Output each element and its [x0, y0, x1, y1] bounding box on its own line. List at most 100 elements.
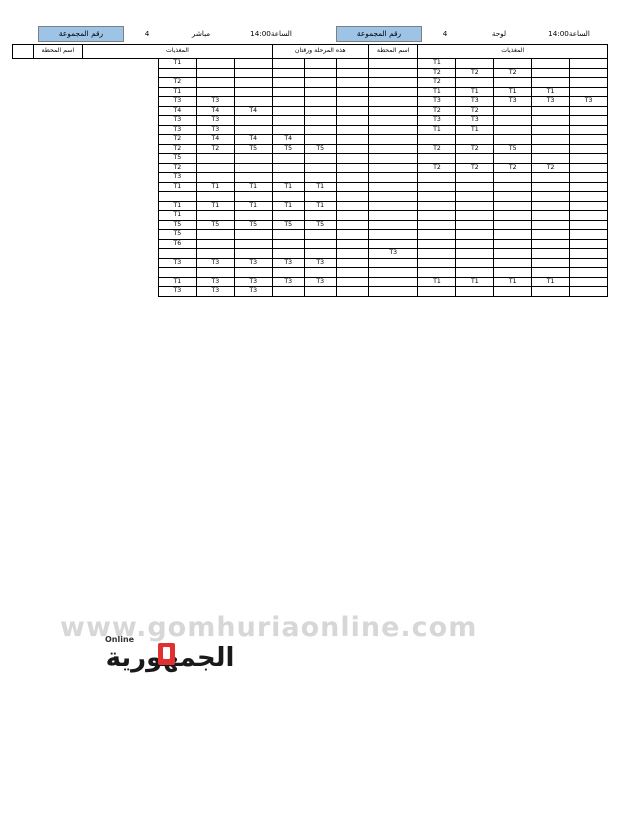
feeder-code-right: T1 — [303, 200, 337, 211]
feeder-code-right — [303, 238, 337, 249]
feeder-code-left — [493, 200, 533, 211]
feeder-code-right — [303, 134, 337, 145]
feeder-code-left — [531, 181, 571, 192]
feeder-code-left — [417, 153, 457, 164]
feeder-code-right — [233, 86, 273, 97]
feeder-code-right — [303, 96, 337, 107]
feeder-code-left: T1 — [531, 276, 571, 287]
feeder-code-right — [303, 162, 337, 173]
feeder-code-left — [455, 238, 495, 249]
table-row-codes: T2 T2 T4 T4 T4 — [13, 105, 608, 116]
feeder-code-left — [493, 238, 533, 249]
table-row-codes: T5 T5 T5 T5 T5 — [13, 219, 608, 230]
feeder-code-left — [531, 115, 571, 126]
feeder-code-left — [493, 77, 533, 88]
feeder-code-left — [531, 210, 571, 221]
feeder-code-right: T1 — [195, 181, 235, 192]
feeder-code-left — [531, 143, 571, 154]
table-header-row: المغذيات اسم المحطة هذه المرحلة ورقتان المغ… — [12, 44, 608, 59]
feeder-code-left — [569, 172, 608, 183]
feeder-code-left — [569, 191, 608, 202]
feeder-code-left — [531, 124, 571, 135]
feeder-code-left — [569, 162, 608, 173]
feeder-code-right: T3 — [195, 96, 235, 107]
feeder-code-right: T5 — [303, 143, 337, 154]
feeder-code-right — [233, 153, 273, 164]
feeder-code-left — [417, 219, 457, 230]
feeder-code-right: T1 — [233, 200, 273, 211]
schedule-table: المغذيات اسم المحطة هذه المرحلة ورقتان المغ… — [12, 44, 608, 297]
feeder-code-right — [271, 229, 305, 240]
middle-cell — [367, 96, 419, 107]
feeder-code-left — [417, 134, 457, 145]
middle-cell — [335, 257, 369, 268]
middle-cell — [335, 191, 369, 202]
feeder-code-left: T1 — [417, 58, 457, 69]
feeder-code-left: T1 — [531, 86, 571, 97]
table-row-codes: T3 T3 T3 — [13, 286, 608, 297]
feeder-code-right — [233, 191, 273, 202]
middle-cell — [367, 124, 419, 135]
feeder-code-right — [233, 210, 273, 221]
feeder-code-left — [531, 77, 571, 88]
table-row-codes: T1 T1 T1 T1 T1 — [13, 181, 608, 192]
middle-cell — [367, 181, 419, 192]
feeder-code-left — [531, 219, 571, 230]
feeder-code-left — [493, 153, 533, 164]
middle-cell — [335, 172, 369, 183]
header-index — [12, 44, 34, 59]
feeder-code-right — [157, 67, 197, 78]
feeder-code-left — [417, 229, 457, 240]
feeder-code-left — [569, 267, 608, 278]
feeder-code-right — [195, 86, 235, 97]
feeder-code-left — [455, 229, 495, 240]
feeder-code-left — [417, 181, 457, 192]
feeder-code-left: T1 — [493, 276, 533, 287]
feeder-code-left — [493, 191, 533, 202]
feeder-code-right — [271, 162, 305, 173]
feeder-code-left — [531, 200, 571, 211]
middle-cell — [335, 115, 369, 126]
feeder-code-left — [531, 134, 571, 145]
middle-cell — [367, 77, 419, 88]
feeder-code-right — [271, 210, 305, 221]
feeder-code-right: T1 — [157, 210, 197, 221]
feeder-code-left: T2 — [455, 105, 495, 116]
feeder-code-left — [493, 115, 533, 126]
feeder-code-left — [417, 267, 457, 278]
middle-cell — [335, 67, 369, 78]
table-row-codes: T3 T3 T3 T3 T3 T3 T3 — [13, 96, 608, 107]
feeder-code-right: T4 — [195, 105, 235, 116]
feeder-code-right — [303, 286, 337, 297]
feeder-code-right — [195, 191, 235, 202]
middle-feeder-code — [367, 191, 419, 202]
feeder-code-left — [493, 134, 533, 145]
table-row-codes — [13, 191, 608, 202]
feeder-code-right — [271, 86, 305, 97]
feeder-code-right — [303, 124, 337, 135]
feeder-code-left: T2 — [417, 67, 457, 78]
header-left-feeders: المغذيات — [417, 44, 608, 59]
feeder-code-left: T3 — [531, 96, 571, 107]
feeder-code-left: T3 — [455, 96, 495, 107]
feeder-code-left — [569, 200, 608, 211]
feeder-code-left — [531, 58, 571, 69]
feeder-code-right — [271, 191, 305, 202]
feeder-code-right — [303, 105, 337, 116]
feeder-code-left — [455, 181, 495, 192]
feeder-code-left: T1 — [493, 86, 533, 97]
feeder-code-left — [455, 267, 495, 278]
feeder-code-right — [233, 267, 273, 278]
middle-cell — [335, 134, 369, 145]
feeder-code-left — [493, 58, 533, 69]
table-row-codes: T2 T2 T2 — [13, 67, 608, 78]
middle-cell — [335, 143, 369, 154]
feeder-code-right — [233, 229, 273, 240]
feeder-code-right — [271, 248, 305, 259]
feeder-code-left: T5 — [493, 143, 533, 154]
feeder-code-left — [455, 58, 495, 69]
feeder-code-left: T2 — [493, 67, 533, 78]
feeder-code-left — [493, 257, 533, 268]
feeder-code-left — [455, 210, 495, 221]
